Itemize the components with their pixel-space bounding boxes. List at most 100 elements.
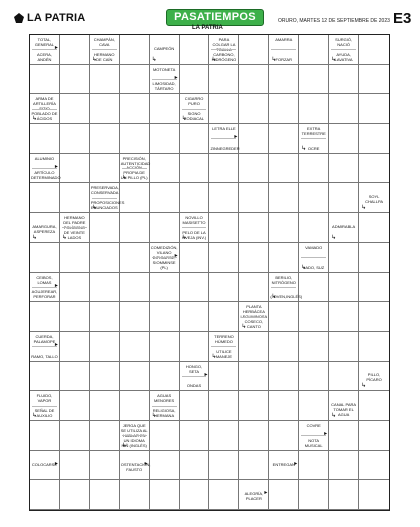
- answer-cell[interactable]: [179, 64, 210, 95]
- answer-cell[interactable]: [329, 302, 360, 332]
- answer-cell[interactable]: [30, 242, 60, 273]
- answer-cell[interactable]: [269, 480, 300, 510]
- answer-cell[interactable]: [119, 124, 150, 154]
- answer-cell[interactable]: [119, 331, 150, 362]
- answer-cell[interactable]: [59, 420, 90, 451]
- answer-cell[interactable]: [239, 124, 270, 154]
- answer-cell[interactable]: [59, 183, 90, 214]
- answer-cell[interactable]: [269, 213, 300, 243]
- answer-cell[interactable]: [149, 302, 180, 332]
- answer-cell[interactable]: [239, 450, 270, 481]
- answer-cell[interactable]: [89, 124, 120, 154]
- answer-cell[interactable]: [89, 331, 120, 362]
- answer-cell[interactable]: [179, 302, 210, 332]
- answer-cell[interactable]: [269, 242, 300, 273]
- answer-cell[interactable]: [119, 35, 150, 65]
- answer-cell[interactable]: [299, 480, 330, 510]
- answer-cell[interactable]: [359, 302, 389, 332]
- answer-cell[interactable]: [269, 124, 300, 154]
- answer-cell[interactable]: [89, 153, 120, 184]
- answer-cell[interactable]: [30, 64, 60, 95]
- answer-cell[interactable]: [179, 331, 210, 362]
- answer-cell[interactable]: [179, 242, 210, 273]
- answer-cell[interactable]: [329, 94, 360, 125]
- answer-cell[interactable]: [149, 183, 180, 214]
- answer-cell[interactable]: [329, 420, 360, 451]
- answer-cell[interactable]: [269, 183, 300, 214]
- answer-cell[interactable]: [119, 391, 150, 421]
- answer-cell[interactable]: [359, 273, 389, 303]
- answer-cell[interactable]: [179, 35, 210, 65]
- answer-cell[interactable]: [269, 302, 300, 332]
- answer-cell[interactable]: [89, 420, 120, 451]
- answer-cell[interactable]: [299, 153, 330, 184]
- answer-cell[interactable]: [329, 242, 360, 273]
- answer-cell[interactable]: [299, 272, 330, 303]
- answer-cell[interactable]: [209, 391, 240, 421]
- answer-cell[interactable]: [239, 331, 270, 362]
- answer-cell[interactable]: [89, 213, 120, 243]
- answer-cell[interactable]: [119, 183, 150, 214]
- answer-cell[interactable]: [359, 94, 389, 125]
- answer-cell[interactable]: [209, 183, 240, 214]
- answer-cell[interactable]: [149, 94, 180, 125]
- answer-cell[interactable]: [59, 94, 90, 125]
- answer-cell[interactable]: [359, 391, 389, 421]
- answer-cell[interactable]: [329, 183, 360, 214]
- answer-cell[interactable]: [239, 242, 270, 273]
- answer-cell[interactable]: [239, 272, 270, 303]
- answer-cell[interactable]: [59, 35, 90, 65]
- answer-cell[interactable]: [119, 480, 150, 510]
- answer-cell[interactable]: [89, 480, 120, 510]
- answer-cell[interactable]: [179, 450, 210, 481]
- answer-cell[interactable]: [119, 213, 150, 243]
- answer-cell[interactable]: [359, 480, 389, 510]
- answer-cell[interactable]: [149, 272, 180, 303]
- answer-cell[interactable]: [149, 420, 180, 451]
- answer-cell[interactable]: [89, 64, 120, 95]
- answer-cell[interactable]: [329, 272, 360, 303]
- answer-cell[interactable]: [269, 64, 300, 95]
- answer-cell[interactable]: [149, 450, 180, 481]
- answer-cell[interactable]: [299, 450, 330, 481]
- answer-cell[interactable]: [209, 94, 240, 125]
- answer-cell[interactable]: [239, 94, 270, 125]
- answer-cell[interactable]: [59, 450, 90, 481]
- answer-cell[interactable]: [269, 420, 300, 451]
- answer-cell[interactable]: [359, 243, 389, 273]
- answer-cell[interactable]: [179, 272, 210, 303]
- answer-cell[interactable]: [30, 302, 60, 332]
- answer-cell[interactable]: [179, 391, 210, 421]
- answer-cell[interactable]: [179, 153, 210, 184]
- answer-cell[interactable]: [59, 391, 90, 421]
- answer-cell[interactable]: [59, 242, 90, 273]
- answer-cell[interactable]: [149, 331, 180, 362]
- answer-cell[interactable]: [209, 480, 240, 510]
- answer-cell[interactable]: [179, 480, 210, 510]
- answer-cell[interactable]: [119, 361, 150, 392]
- answer-cell[interactable]: [359, 332, 389, 362]
- answer-cell[interactable]: [149, 213, 180, 243]
- answer-cell[interactable]: [209, 420, 240, 451]
- answer-cell[interactable]: [59, 302, 90, 332]
- answer-cell[interactable]: [209, 302, 240, 332]
- answer-cell[interactable]: [329, 361, 360, 392]
- answer-cell[interactable]: [359, 421, 389, 451]
- answer-cell[interactable]: [89, 302, 120, 332]
- answer-cell[interactable]: [149, 480, 180, 510]
- answer-cell[interactable]: [30, 361, 60, 392]
- answer-cell[interactable]: [30, 420, 60, 451]
- answer-cell[interactable]: [269, 361, 300, 392]
- answer-cell[interactable]: [89, 391, 120, 421]
- answer-cell[interactable]: [359, 35, 389, 65]
- answer-cell[interactable]: [239, 391, 270, 421]
- answer-cell[interactable]: [179, 124, 210, 154]
- answer-cell[interactable]: [30, 480, 60, 510]
- answer-cell[interactable]: [209, 450, 240, 481]
- answer-cell[interactable]: [149, 124, 180, 154]
- answer-cell[interactable]: [59, 480, 90, 510]
- answer-cell[interactable]: [299, 94, 330, 125]
- answer-cell[interactable]: [299, 183, 330, 214]
- answer-cell[interactable]: [359, 154, 389, 184]
- answer-cell[interactable]: [239, 183, 270, 214]
